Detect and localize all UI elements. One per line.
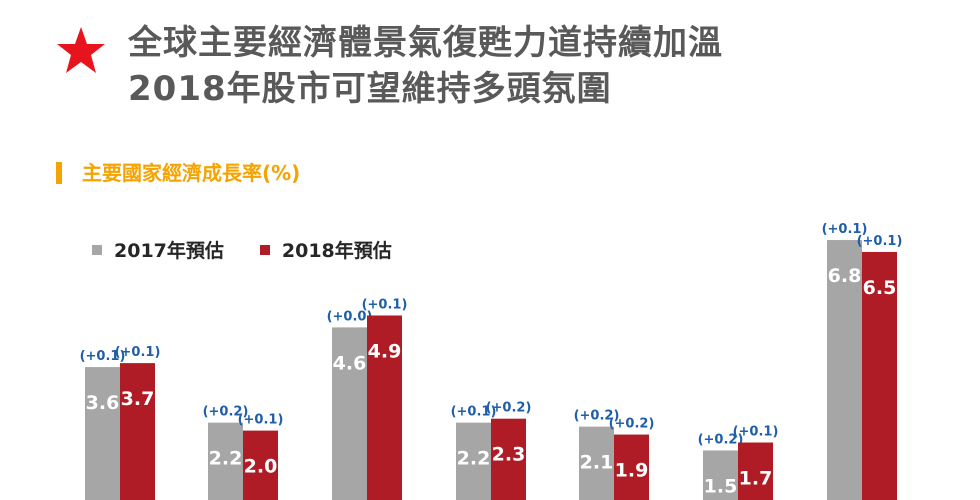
change-label-2018-1: (+0.1): [115, 345, 161, 360]
bar-2018-3: [367, 315, 402, 500]
legend-label-2017: 2017年預估: [114, 240, 224, 262]
bar-2017-7: [827, 240, 862, 500]
change-label-2017-7: (+0.1): [822, 222, 868, 237]
bar-2018-6: [738, 442, 773, 500]
chart-legend: 2017年預估 2018年預估: [92, 236, 428, 263]
title-line-2: 2018年股市可望維持多頭氛圍: [128, 69, 612, 109]
legend-label-2018: 2018年預估: [281, 240, 392, 262]
value-label-2017-3: 4.6: [333, 352, 367, 374]
bar-2018-2: [243, 430, 278, 500]
chart-title: 主要國家經濟成長率(%): [82, 161, 301, 185]
value-label-2017-4: 2.2: [457, 448, 491, 470]
bar-2017-3: [332, 327, 367, 500]
title-line-1: 全球主要經濟體景氣復甦力道持續加溫: [128, 23, 723, 63]
value-label-2017-7: 6.8: [828, 265, 862, 287]
legend-item-2018: 2018年預估: [259, 236, 392, 263]
change-label-2017-4: (+0.1): [451, 405, 497, 420]
bar-2018-1: [120, 363, 155, 500]
bar-2017-6: [703, 450, 738, 500]
subtitle-accent-bar: [56, 162, 62, 184]
change-label-2018-4: (+0.2): [486, 401, 532, 416]
change-label-2017-3: (+0.0): [327, 309, 373, 324]
value-label-2017-5: 2.1: [580, 452, 614, 474]
bar-2017-2: [208, 422, 243, 500]
star-icon: [57, 27, 105, 73]
bar-2018-4: [491, 418, 526, 500]
legend-swatch-2018: [259, 244, 270, 255]
change-label-2017-1: (+0.1): [80, 349, 126, 364]
page-title: 全球主要經濟體景氣復甦力道持續加溫 2018年股市可望維持多頭氛圍: [128, 20, 723, 112]
change-label-2018-2: (+0.1): [238, 413, 284, 428]
legend-item-2017: 2017年預估: [92, 236, 224, 263]
bar-2018-7: [862, 251, 897, 500]
bar-2017-1: [85, 367, 120, 500]
value-label-2018-5: 1.9: [615, 460, 649, 482]
change-label-2018-3: (+0.1): [362, 297, 408, 312]
change-label-2018-5: (+0.2): [609, 417, 655, 432]
value-label-2017-6: 1.5: [704, 475, 738, 497]
bar-2017-5: [579, 426, 614, 500]
bar-2018-5: [614, 434, 649, 500]
value-label-2018-4: 2.3: [492, 444, 526, 466]
value-label-2018-3: 4.9: [368, 340, 402, 362]
change-label-2018-6: (+0.1): [733, 425, 779, 440]
value-label-2018-2: 2.0: [244, 456, 278, 478]
value-label-2018-1: 3.7: [121, 388, 155, 410]
change-label-2018-7: (+0.1): [857, 234, 903, 249]
value-label-2018-6: 1.7: [739, 468, 773, 490]
change-label-2017-5: (+0.2): [574, 409, 620, 424]
change-label-2017-6: (+0.2): [698, 432, 744, 447]
value-label-2018-7: 6.5: [863, 277, 897, 299]
value-label-2017-2: 2.2: [209, 448, 243, 470]
bar-2017-4: [456, 422, 491, 500]
value-label-2017-1: 3.6: [86, 392, 120, 414]
change-label-2017-2: (+0.2): [203, 405, 249, 420]
legend-swatch-2017: [92, 244, 102, 255]
